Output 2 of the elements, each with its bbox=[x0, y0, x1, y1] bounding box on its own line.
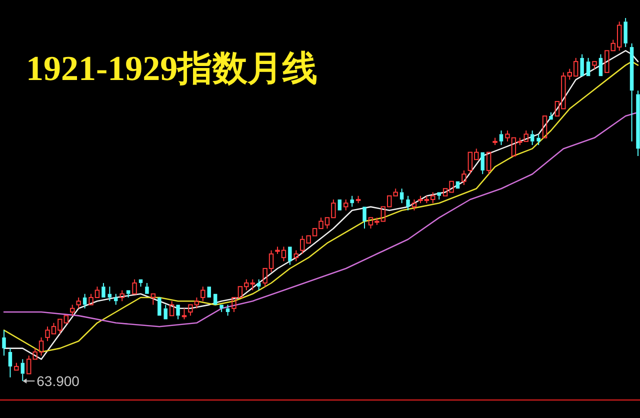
text: 1921-1929指数月线 bbox=[26, 49, 318, 88]
annotation: 63.900 bbox=[36, 373, 80, 389]
